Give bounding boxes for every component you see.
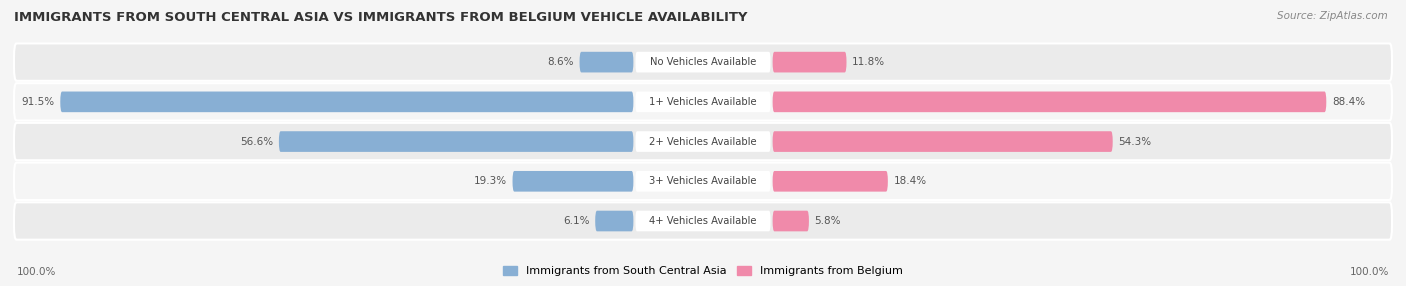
Text: Source: ZipAtlas.com: Source: ZipAtlas.com	[1277, 11, 1388, 21]
Text: 100.0%: 100.0%	[17, 267, 56, 277]
Text: 8.6%: 8.6%	[547, 57, 574, 67]
FancyBboxPatch shape	[579, 52, 633, 72]
FancyBboxPatch shape	[773, 52, 846, 72]
Text: 88.4%: 88.4%	[1331, 97, 1365, 107]
FancyBboxPatch shape	[595, 211, 633, 231]
Text: 11.8%: 11.8%	[852, 57, 886, 67]
Text: 1+ Vehicles Available: 1+ Vehicles Available	[650, 97, 756, 107]
Text: 56.6%: 56.6%	[240, 137, 273, 146]
FancyBboxPatch shape	[14, 83, 1392, 120]
Text: 91.5%: 91.5%	[21, 97, 55, 107]
Text: 3+ Vehicles Available: 3+ Vehicles Available	[650, 176, 756, 186]
Text: 5.8%: 5.8%	[814, 216, 841, 226]
FancyBboxPatch shape	[773, 131, 1112, 152]
FancyBboxPatch shape	[636, 211, 770, 231]
FancyBboxPatch shape	[14, 43, 1392, 81]
FancyBboxPatch shape	[513, 171, 633, 192]
Text: 18.4%: 18.4%	[893, 176, 927, 186]
FancyBboxPatch shape	[60, 92, 633, 112]
Text: 19.3%: 19.3%	[474, 176, 508, 186]
Text: 4+ Vehicles Available: 4+ Vehicles Available	[650, 216, 756, 226]
Text: No Vehicles Available: No Vehicles Available	[650, 57, 756, 67]
Text: IMMIGRANTS FROM SOUTH CENTRAL ASIA VS IMMIGRANTS FROM BELGIUM VEHICLE AVAILABILI: IMMIGRANTS FROM SOUTH CENTRAL ASIA VS IM…	[14, 11, 748, 24]
FancyBboxPatch shape	[773, 92, 1326, 112]
Text: 6.1%: 6.1%	[564, 216, 589, 226]
FancyBboxPatch shape	[636, 92, 770, 112]
FancyBboxPatch shape	[636, 131, 770, 152]
FancyBboxPatch shape	[773, 171, 887, 192]
FancyBboxPatch shape	[14, 123, 1392, 160]
FancyBboxPatch shape	[14, 202, 1392, 240]
FancyBboxPatch shape	[278, 131, 633, 152]
FancyBboxPatch shape	[14, 163, 1392, 200]
Legend: Immigrants from South Central Asia, Immigrants from Belgium: Immigrants from South Central Asia, Immi…	[499, 261, 907, 281]
FancyBboxPatch shape	[773, 211, 808, 231]
FancyBboxPatch shape	[636, 52, 770, 72]
Text: 54.3%: 54.3%	[1118, 137, 1152, 146]
Text: 100.0%: 100.0%	[1350, 267, 1389, 277]
FancyBboxPatch shape	[636, 171, 770, 192]
Text: 2+ Vehicles Available: 2+ Vehicles Available	[650, 137, 756, 146]
